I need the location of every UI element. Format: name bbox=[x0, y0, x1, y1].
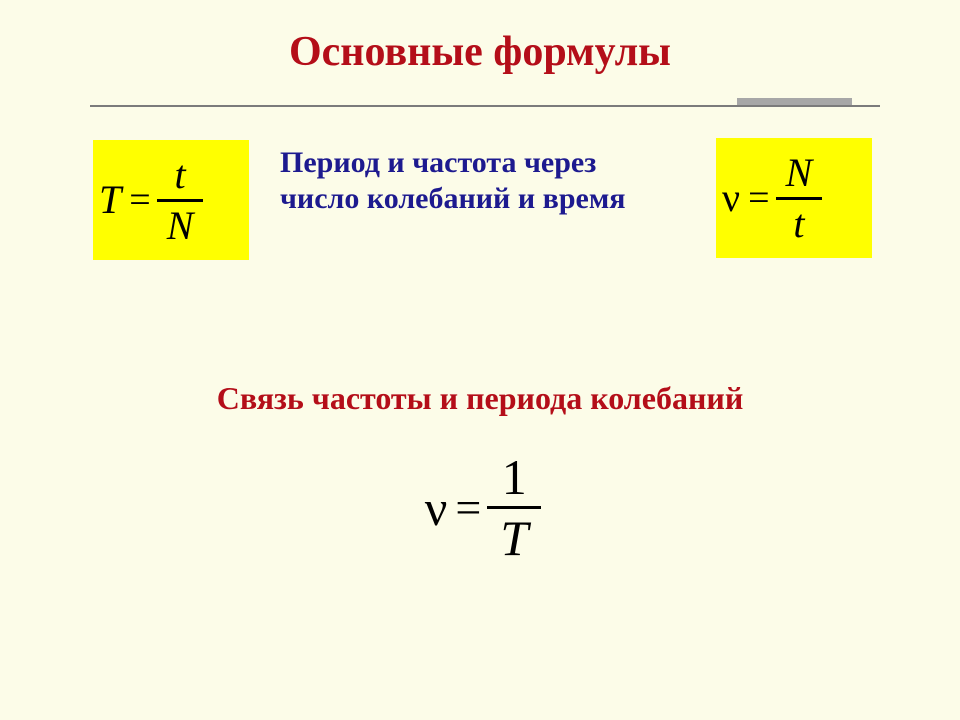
caption-relation: Связь частоты и периода колебаний bbox=[0, 380, 960, 417]
fraction-bar bbox=[487, 506, 541, 509]
formula-relation-lhs: ν bbox=[425, 483, 450, 533]
formula-relation: ν = 1 T bbox=[0, 450, 960, 565]
equals-sign: = bbox=[742, 176, 775, 220]
equals-sign: = bbox=[123, 178, 156, 222]
formula-frequency-lhs: ν bbox=[722, 178, 742, 218]
formula-period-lhs: T bbox=[99, 180, 123, 220]
heading-rule bbox=[90, 105, 880, 107]
page-title: Основные формулы bbox=[0, 28, 960, 76]
formula-relation-denominator: T bbox=[490, 511, 538, 565]
formula-period-denominator: N bbox=[157, 204, 204, 248]
caption-period-frequency: Период и частота через число колебаний и… bbox=[280, 145, 650, 217]
equals-sign: = bbox=[449, 481, 487, 534]
fraction: t N bbox=[157, 153, 204, 248]
fraction-bar bbox=[157, 199, 203, 202]
formula-period: T = t N bbox=[93, 140, 249, 260]
formula-period-numerator: t bbox=[164, 153, 195, 197]
formula-frequency: ν = N t bbox=[716, 138, 872, 258]
fraction-bar bbox=[776, 197, 822, 200]
formula-relation-numerator: 1 bbox=[492, 450, 537, 504]
formula-frequency-numerator: N bbox=[776, 151, 823, 195]
heading-accent bbox=[737, 98, 852, 105]
fraction: 1 T bbox=[487, 450, 541, 565]
fraction: N t bbox=[776, 151, 823, 246]
formula-frequency-denominator: t bbox=[783, 202, 814, 246]
